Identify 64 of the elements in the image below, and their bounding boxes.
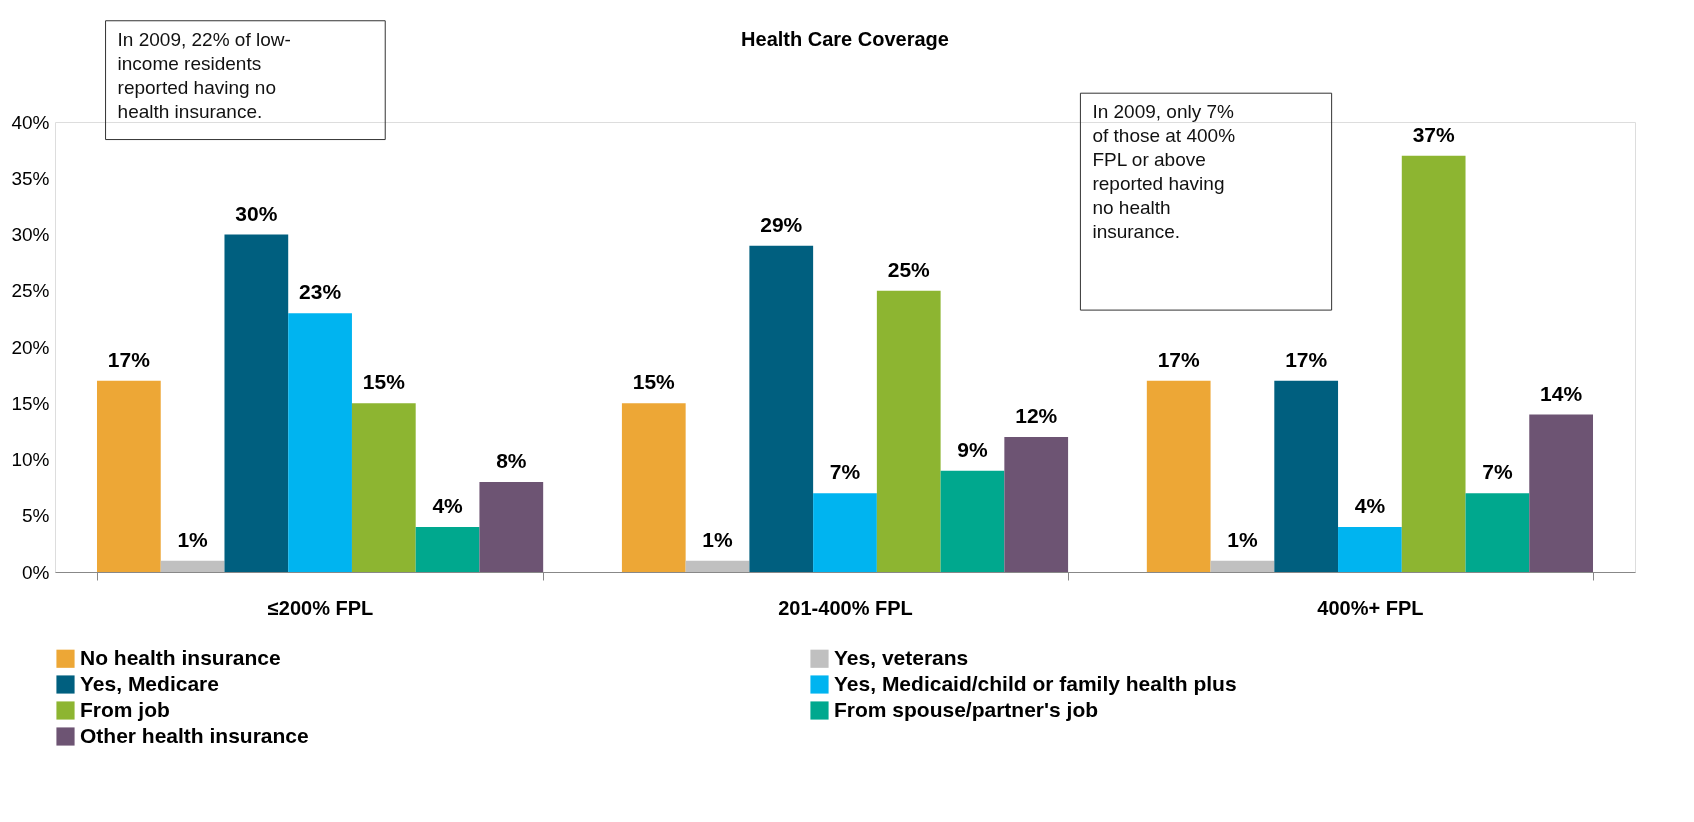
bar xyxy=(351,403,416,572)
bar xyxy=(479,482,544,572)
y-tick-label: 5% xyxy=(22,505,50,527)
legend-label: No health insurance xyxy=(80,645,281,669)
bar xyxy=(749,245,814,572)
legend-label: Yes, Medicare xyxy=(80,671,219,695)
data-label: 12% xyxy=(1015,404,1058,427)
y-tick-label: 0% xyxy=(22,561,50,583)
data-label: 30% xyxy=(235,201,278,225)
data-label: 1% xyxy=(702,527,734,551)
legend-label: From job xyxy=(80,697,170,721)
data-label: 4% xyxy=(432,494,464,517)
bar xyxy=(1146,380,1211,572)
x-tick-label: ≤200% FPL xyxy=(267,596,374,619)
data-label: 8% xyxy=(496,449,527,472)
legend-label: From spouse/partner's job xyxy=(834,697,1099,721)
y-tick-label: 10% xyxy=(11,449,50,470)
text: In 2009, 22% of low-income residents reported having no health insurance. xyxy=(117,28,291,122)
bar xyxy=(1401,155,1466,572)
bar xyxy=(1465,493,1530,572)
annotation: In 2009, only 7% of those at 400% FPL or above reported having no health insurance. xyxy=(1092,101,1236,243)
data-label: 4% xyxy=(1354,494,1386,517)
bar xyxy=(940,470,1005,572)
y-tick-label: 30% xyxy=(11,224,50,245)
data-label: 29% xyxy=(760,212,803,236)
data-label: 17% xyxy=(1157,347,1201,371)
data-label: 15% xyxy=(362,370,406,394)
bar xyxy=(1004,437,1069,572)
bar xyxy=(415,527,480,572)
y-tick-label: 20% xyxy=(11,336,50,358)
data-label: 37% xyxy=(1412,122,1455,146)
bar xyxy=(1274,380,1339,572)
chart-title: Health Care Coverage xyxy=(741,28,949,51)
y-tick-label: 35% xyxy=(11,167,50,189)
data-label: 1% xyxy=(1227,527,1258,551)
data-label: 7% xyxy=(1482,460,1513,484)
bar xyxy=(1338,527,1402,572)
data-label: 23% xyxy=(299,280,342,304)
y-tick-label: 15% xyxy=(11,392,50,414)
data-label: 7% xyxy=(829,460,861,484)
legend-label: Other health insurance xyxy=(80,723,309,747)
x-tick-label: 201-400% FPL xyxy=(778,596,913,619)
bar xyxy=(685,560,750,572)
y-tick-label: 25% xyxy=(11,280,50,302)
data-label: 25% xyxy=(887,257,931,281)
data-label: 9% xyxy=(957,437,988,461)
legend-label: Yes, veterans xyxy=(834,645,969,669)
data-label: 14% xyxy=(1540,381,1583,405)
x-tick-label: 400%+ FPL xyxy=(1317,596,1424,619)
bar xyxy=(288,313,352,572)
bar xyxy=(96,380,161,572)
data-label: 17% xyxy=(107,347,151,371)
data-label: 15% xyxy=(632,370,676,394)
bar xyxy=(876,290,941,572)
y-tick-label: 40% xyxy=(11,111,50,133)
bar xyxy=(813,493,877,572)
data-label: 17% xyxy=(1285,347,1328,371)
data-label: 1% xyxy=(177,527,209,551)
legend-label: Yes, Medicaid/child or family health plus xyxy=(834,671,1237,695)
bar xyxy=(621,403,686,572)
bar xyxy=(1529,414,1594,572)
bar xyxy=(224,234,289,572)
bar xyxy=(160,560,225,572)
bar xyxy=(1210,560,1275,572)
